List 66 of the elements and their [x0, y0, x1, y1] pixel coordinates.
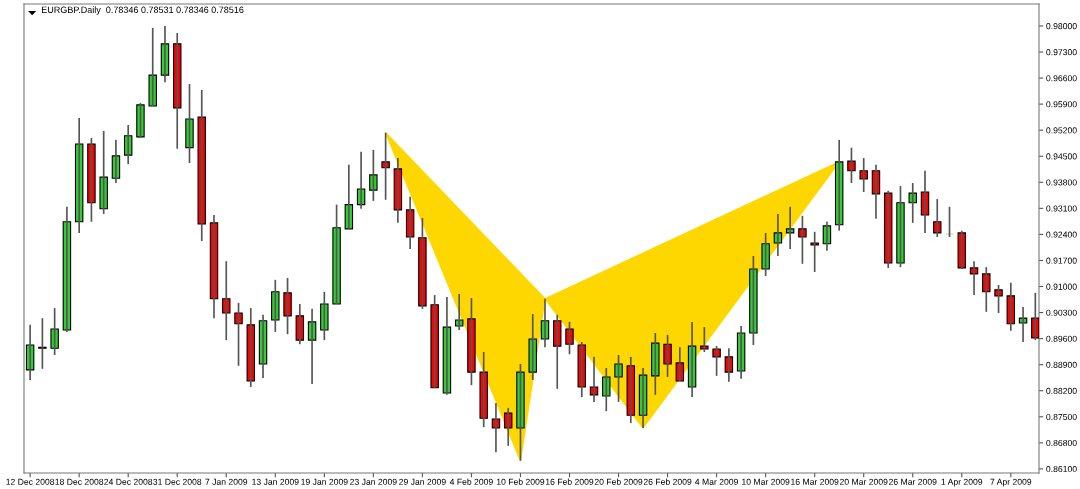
x-tick-label: 19 Jan 2009 [301, 478, 348, 485]
y-tick-label: 0.90300 [1046, 309, 1077, 316]
candlestick [712, 345, 721, 377]
x-tick-label: 29 Jan 2009 [399, 478, 446, 485]
x-tick-label: 26 Mar 2009 [889, 478, 937, 485]
x-tick-label: 26 Feb 2009 [643, 478, 692, 485]
candlestick [136, 102, 145, 139]
candlestick [185, 83, 194, 164]
candlestick [749, 255, 758, 346]
candlestick [430, 294, 439, 389]
x-tick-label: 20 Feb 2009 [594, 478, 643, 485]
candlestick [798, 214, 807, 265]
x-tick-label: 10 Feb 2009 [496, 478, 545, 485]
candlestick [87, 137, 96, 223]
candlestick [467, 297, 476, 386]
x-tick-label: 12 Dec 2008 [6, 478, 55, 485]
y-tick-label: 0.91000 [1046, 283, 1077, 290]
candlestick [332, 203, 341, 305]
candlestick [516, 363, 525, 462]
chart-title: EURGBP.Daily 0.78346 0.78531 0.78346 0.78516 [42, 6, 244, 15]
x-tick-label: 7 Jan 2009 [205, 478, 248, 485]
y-tick-label: 0.93100 [1046, 205, 1077, 212]
x-tick-label: 23 Jan 2009 [350, 478, 397, 485]
candlestick [663, 334, 672, 378]
candlestick [369, 149, 378, 202]
candlestick [700, 326, 709, 353]
candlestick [283, 277, 292, 335]
y-tick-label: 0.92400 [1046, 231, 1077, 238]
x-tick-label: 4 Feb 2009 [449, 478, 493, 485]
y-tick-label: 0.87500 [1046, 413, 1077, 420]
y-tick-label: 0.86100 [1046, 466, 1077, 473]
x-tick-label: 20 Mar 2009 [839, 478, 888, 485]
y-tick-label: 0.93800 [1046, 179, 1077, 186]
y-tick-label: 0.95900 [1046, 101, 1077, 108]
candlestick [994, 284, 1003, 314]
candlestick [565, 321, 574, 356]
y-tick-label: 0.91700 [1046, 257, 1077, 264]
x-tick-label: 7 Apr 2009 [990, 478, 1032, 487]
x-tick-label: 4 Mar 2009 [695, 478, 738, 485]
y-tick-label: 0.88900 [1046, 361, 1077, 368]
y-tick-label: 0.97300 [1046, 49, 1077, 56]
y-tick-label: 0.88200 [1046, 387, 1077, 394]
x-tick-label: 10 Mar 2009 [742, 478, 790, 485]
candlestick [614, 354, 623, 403]
candlestick [50, 307, 59, 356]
x-tick-label: 18 Dec 2008 [55, 478, 104, 485]
y-tick-label: 0.96600 [1046, 75, 1077, 82]
candlestick [454, 293, 464, 331]
y-tick-label: 0.95200 [1046, 127, 1077, 134]
candlestick [847, 146, 856, 184]
x-tick-label: 24 Dec 2008 [104, 478, 153, 485]
candlestick [381, 131, 390, 201]
x-tick-label: 16 Feb 2009 [545, 478, 594, 485]
candlestick [234, 302, 243, 367]
y-tick-label: 0.94500 [1046, 153, 1077, 160]
candlestick [418, 217, 427, 310]
x-tick-label: 1 Apr 2009 [941, 478, 983, 487]
candlestick [896, 185, 905, 268]
y-tick-label: 0.98000 [1046, 23, 1077, 30]
x-tick-label: 16 Mar 2009 [791, 478, 839, 485]
x-tick-label: 31 Dec 2008 [153, 478, 202, 485]
x-tick-label: 13 Jan 2009 [252, 478, 299, 485]
y-tick-label: 0.86800 [1046, 439, 1077, 447]
candlestick [761, 232, 770, 277]
candlestick [859, 157, 868, 193]
y-tick-label: 0.89600 [1046, 335, 1077, 342]
